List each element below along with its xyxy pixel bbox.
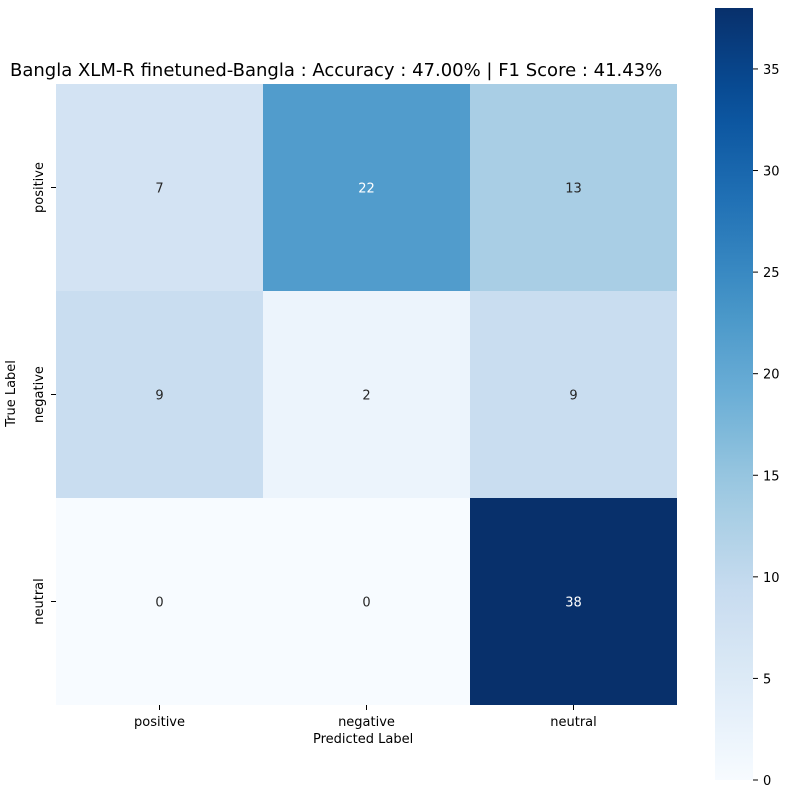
cell-value-label: 9 — [155, 389, 163, 404]
heatmap-cell — [470, 498, 677, 705]
heatmap-cells — [56, 84, 677, 705]
colorbar-tick-label: 5 — [763, 672, 771, 687]
cell-value-label: 7 — [155, 182, 163, 197]
colorbar: 0 5 10 15 20 25 30 35 — [715, 8, 780, 789]
x-tick-label: positive — [134, 715, 185, 730]
colorbar-tick-label: 20 — [763, 368, 780, 383]
chart-title: Bangla XLM-R finetuned-Bangla : Accuracy… — [10, 60, 663, 81]
colorbar-gradient — [715, 8, 753, 780]
colorbar-tick-label: 10 — [763, 571, 780, 586]
x-tick-label: negative — [338, 715, 395, 730]
cell-value-label: 9 — [569, 389, 577, 404]
x-axis-ticks: positive negative neutral — [134, 705, 597, 730]
y-tick-label: negative — [32, 366, 47, 423]
heatmap-cell — [263, 498, 470, 705]
colorbar-tick-label: 0 — [763, 774, 771, 789]
y-tick-label: positive — [32, 162, 47, 213]
colorbar-tick-label: 15 — [763, 469, 780, 484]
heatmap-cell — [470, 84, 677, 291]
cell-value-label: 13 — [565, 182, 582, 197]
heatmap-cell — [263, 291, 470, 498]
y-axis-ticks: positive negative neutral — [32, 162, 56, 625]
y-axis-label: True Label — [3, 360, 19, 427]
y-tick-label: neutral — [32, 578, 47, 625]
colorbar-tick-label: 25 — [763, 266, 780, 281]
heatmap-cell — [56, 498, 263, 705]
colorbar-tick-label: 30 — [763, 165, 780, 180]
heatmap-cell — [56, 84, 263, 291]
colorbar-tick-label: 35 — [763, 63, 780, 78]
heatmap-cell — [263, 84, 470, 291]
cell-value-label: 38 — [565, 596, 582, 611]
cell-value-label: 0 — [155, 596, 163, 611]
cell-value-label: 22 — [358, 182, 375, 197]
heatmap-cell — [56, 291, 263, 498]
cell-value-label: 0 — [362, 596, 370, 611]
cell-value-label: 2 — [362, 389, 370, 404]
heatmap-cell-labels: 7 22 13 9 2 9 0 0 38 — [155, 182, 581, 611]
x-tick-label: neutral — [550, 715, 597, 730]
heatmap-cell — [470, 291, 677, 498]
x-axis-label: Predicted Label — [313, 732, 414, 747]
